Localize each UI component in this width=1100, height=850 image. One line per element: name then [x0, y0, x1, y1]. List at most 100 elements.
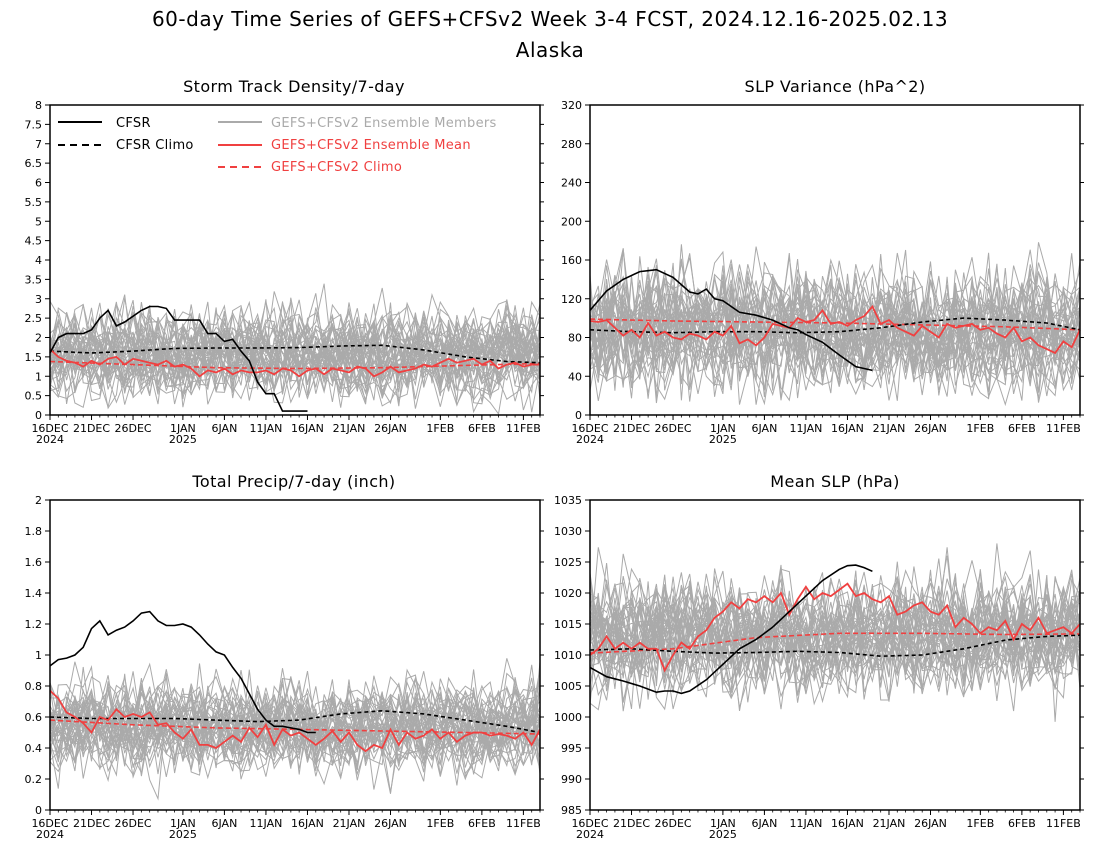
- x-tick-label: 21DEC: [73, 817, 110, 830]
- x-tick-label: 11FEB: [1046, 817, 1081, 830]
- ensemble-member-line: [589, 597, 1081, 686]
- y-tick-label: 0: [575, 409, 582, 422]
- y-tick-label: 2.5: [25, 312, 43, 325]
- y-tick-label: 1.2: [25, 618, 43, 631]
- x-tick-label: 21JAN: [873, 817, 906, 830]
- x-tick-label: 26DEC: [654, 422, 691, 435]
- legend-members-label: GEFS+CFSv2 Ensemble Members: [271, 116, 497, 131]
- legend-cfsr-climo-label: CFSR Climo: [116, 138, 194, 153]
- y-tick-label: 120: [561, 293, 582, 306]
- x-tick-label: 26JAN: [374, 817, 407, 830]
- x-tick-label: 26JAN: [914, 817, 947, 830]
- x-tick-label: 1JAN: [170, 422, 196, 435]
- y-tick-label: 5.5: [25, 196, 43, 209]
- x-tick-label: 11JAN: [250, 422, 283, 435]
- x-tick-label: 6FEB: [468, 817, 496, 830]
- x-tick-label: 16DEC: [31, 422, 68, 435]
- ensemble-members: [589, 543, 1081, 722]
- y-tick-label: 0: [35, 804, 42, 817]
- x-tick-label: 16DEC: [571, 422, 608, 435]
- y-tick-label: 4: [35, 254, 42, 267]
- x-tick-label: 21DEC: [613, 817, 650, 830]
- x-tick-label: 21JAN: [333, 422, 366, 435]
- series-line-cfsr: [49, 305, 308, 412]
- legend-ens-mean-label: GEFS+CFSv2 Ensemble Mean: [271, 138, 471, 153]
- y-tick-label: 1.6: [25, 556, 43, 569]
- ensemble-member-line: [589, 267, 1081, 377]
- panel-mean-slp: Mean SLP (hPa) 985 990 995 1000 1005 1010 1015…: [554, 472, 1084, 841]
- legend-cfsr-label: CFSR: [116, 116, 151, 131]
- x-year-label: 2025: [169, 828, 197, 841]
- ensemble-member-line: [589, 569, 1081, 682]
- series-line-cfsr: [49, 610, 316, 734]
- x-tick-label: 11JAN: [250, 817, 283, 830]
- y-tick-label: 160: [561, 254, 582, 267]
- y-tick-label: 7: [35, 138, 42, 151]
- ensemble-member-line: [589, 569, 1081, 704]
- panel-title: SLP Variance (hPa^2): [745, 77, 926, 96]
- x-tick-label: 1JAN: [710, 422, 736, 435]
- y-tick-label: 200: [561, 215, 582, 228]
- y-tick-label: 1.4: [25, 587, 43, 600]
- y-tick-label: 240: [561, 177, 582, 190]
- y-tick-label: 3: [35, 293, 42, 306]
- ensemble-member-line: [589, 555, 1081, 690]
- y-tick-label: 1.5: [25, 351, 43, 364]
- legend: CFSR CFSR Climo GEFS+CFSv2 Ensemble Memb…: [58, 116, 497, 175]
- x-tick-label: 6FEB: [1008, 817, 1036, 830]
- panel-storm-track-density: Storm Track Density/7-day 0 0.5 1 1.5 2 2.5 3 3…: [25, 77, 544, 446]
- y-tick-label: 1020: [554, 587, 582, 600]
- x-tick-label: 21DEC: [613, 422, 650, 435]
- y-tick-label: 0.5: [25, 390, 43, 403]
- x-tick-label: 1JAN: [170, 817, 196, 830]
- ensemble-member-line: [589, 575, 1081, 683]
- ensemble-member-line: [49, 297, 541, 392]
- x-year-label: 2024: [36, 433, 64, 446]
- panel-total-precip: Total Precip/7-day (inch) 0 0.2 0.4 0.6 0.8 1…: [25, 472, 544, 841]
- x-tick-label: 16JAN: [291, 817, 324, 830]
- x-tick-label: 1FEB: [966, 817, 994, 830]
- x-tick-label: 16DEC: [31, 817, 68, 830]
- series-line-gefs-cfsv2-ensemble-mean: [49, 689, 541, 753]
- y-tick-label: 1: [35, 649, 42, 662]
- x-tick-label: 6FEB: [468, 422, 496, 435]
- x-tick-label: 21JAN: [873, 422, 906, 435]
- ensemble-member-line: [49, 314, 541, 394]
- x-tick-label: 1JAN: [710, 817, 736, 830]
- x-tick-label: 6JAN: [752, 422, 778, 435]
- ensemble-member-line: [49, 307, 541, 401]
- x-tick-label: 26DEC: [114, 817, 151, 830]
- y-tick-label: 7.5: [25, 118, 43, 131]
- ensemble-member-line: [49, 678, 541, 793]
- ensemble-member-line: [49, 706, 541, 801]
- y-tick-label: 6.5: [25, 157, 43, 170]
- x-tick-label: 11FEB: [506, 817, 541, 830]
- x-year-label: 2024: [576, 433, 604, 446]
- ensemble-member-line: [49, 328, 541, 405]
- ensemble-member-line: [49, 696, 541, 789]
- legend-ens-climo-label: GEFS+CFSv2 Climo: [271, 160, 402, 175]
- ensemble-member-line: [589, 587, 1081, 686]
- y-tick-label: 2: [35, 494, 42, 507]
- x-tick-label: 26DEC: [114, 422, 151, 435]
- x-tick-label: 6JAN: [212, 817, 238, 830]
- x-tick-label: 6FEB: [1008, 422, 1036, 435]
- x-tick-label: 26JAN: [914, 422, 947, 435]
- ensemble-member-line: [49, 293, 541, 383]
- x-year-label: 2025: [709, 828, 737, 841]
- y-tick-label: 0.4: [25, 742, 43, 755]
- y-tick-label: 1030: [554, 525, 582, 538]
- series-line-cfsr-climo: [49, 344, 541, 364]
- ensemble-members: [589, 242, 1081, 407]
- panel-slp-variance: SLP Variance (hPa^2) 0 40 80 120 160 200 240 28…: [561, 77, 1084, 446]
- x-tick-label: 11FEB: [506, 422, 541, 435]
- panel-title: Storm Track Density/7-day: [183, 77, 405, 96]
- y-tick-label: 1015: [554, 618, 582, 631]
- x-tick-label: 11FEB: [1046, 422, 1081, 435]
- y-tick-label: 1.8: [25, 525, 43, 538]
- x-tick-label: 1FEB: [426, 817, 454, 830]
- ensemble-member-line: [49, 314, 541, 405]
- figure-title: 60-day Time Series of GEFS+CFSv2 Week 3-…: [152, 7, 948, 31]
- y-tick-label: 985: [561, 804, 582, 817]
- series-line-cfsr: [589, 564, 873, 695]
